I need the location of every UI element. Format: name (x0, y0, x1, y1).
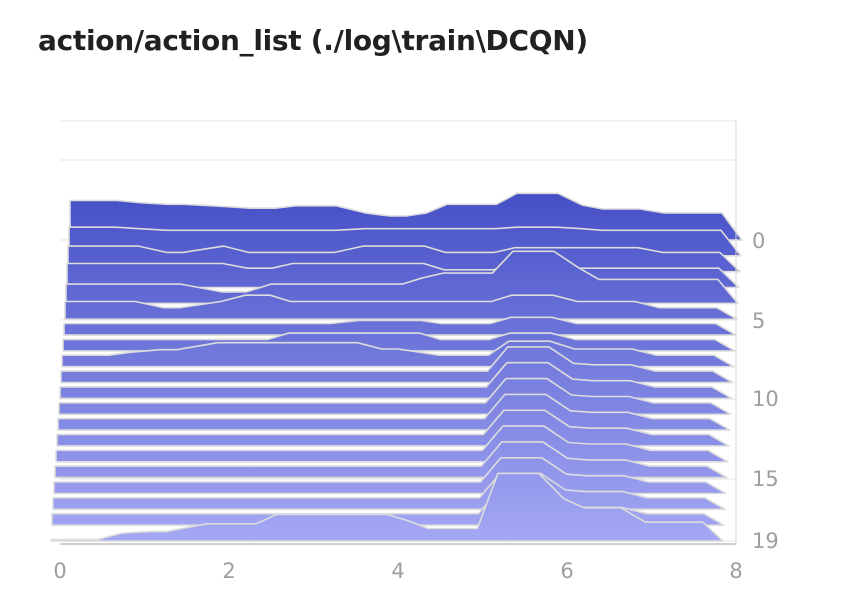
x-tick-label: 4 (391, 559, 404, 583)
y-tick-labels: 0 5 10 15 19 (752, 229, 779, 553)
ridge-step-6 (63, 316, 737, 336)
chart-title: action/action_list (./log\train\DCQN) (38, 24, 588, 57)
x-tick-labels: 0 2 4 6 8 (53, 559, 742, 583)
x-tick-label: 2 (222, 559, 235, 583)
x-tick-label: 8 (729, 559, 742, 583)
y-tick-label: 5 (752, 309, 765, 333)
ridge-step-4 (65, 250, 739, 305)
y-tick-label: 0 (752, 229, 765, 253)
x-tick-label: 0 (53, 559, 66, 583)
y-tick-label: 10 (752, 387, 779, 411)
ridge-step-19 (50, 472, 724, 542)
x-tick-label: 6 (560, 559, 573, 583)
ridge-series (50, 192, 743, 542)
y-tick-label: 15 (752, 467, 779, 491)
ridge-step-5 (64, 294, 738, 320)
y-tick-label: 19 (752, 529, 779, 553)
axes (60, 121, 737, 545)
